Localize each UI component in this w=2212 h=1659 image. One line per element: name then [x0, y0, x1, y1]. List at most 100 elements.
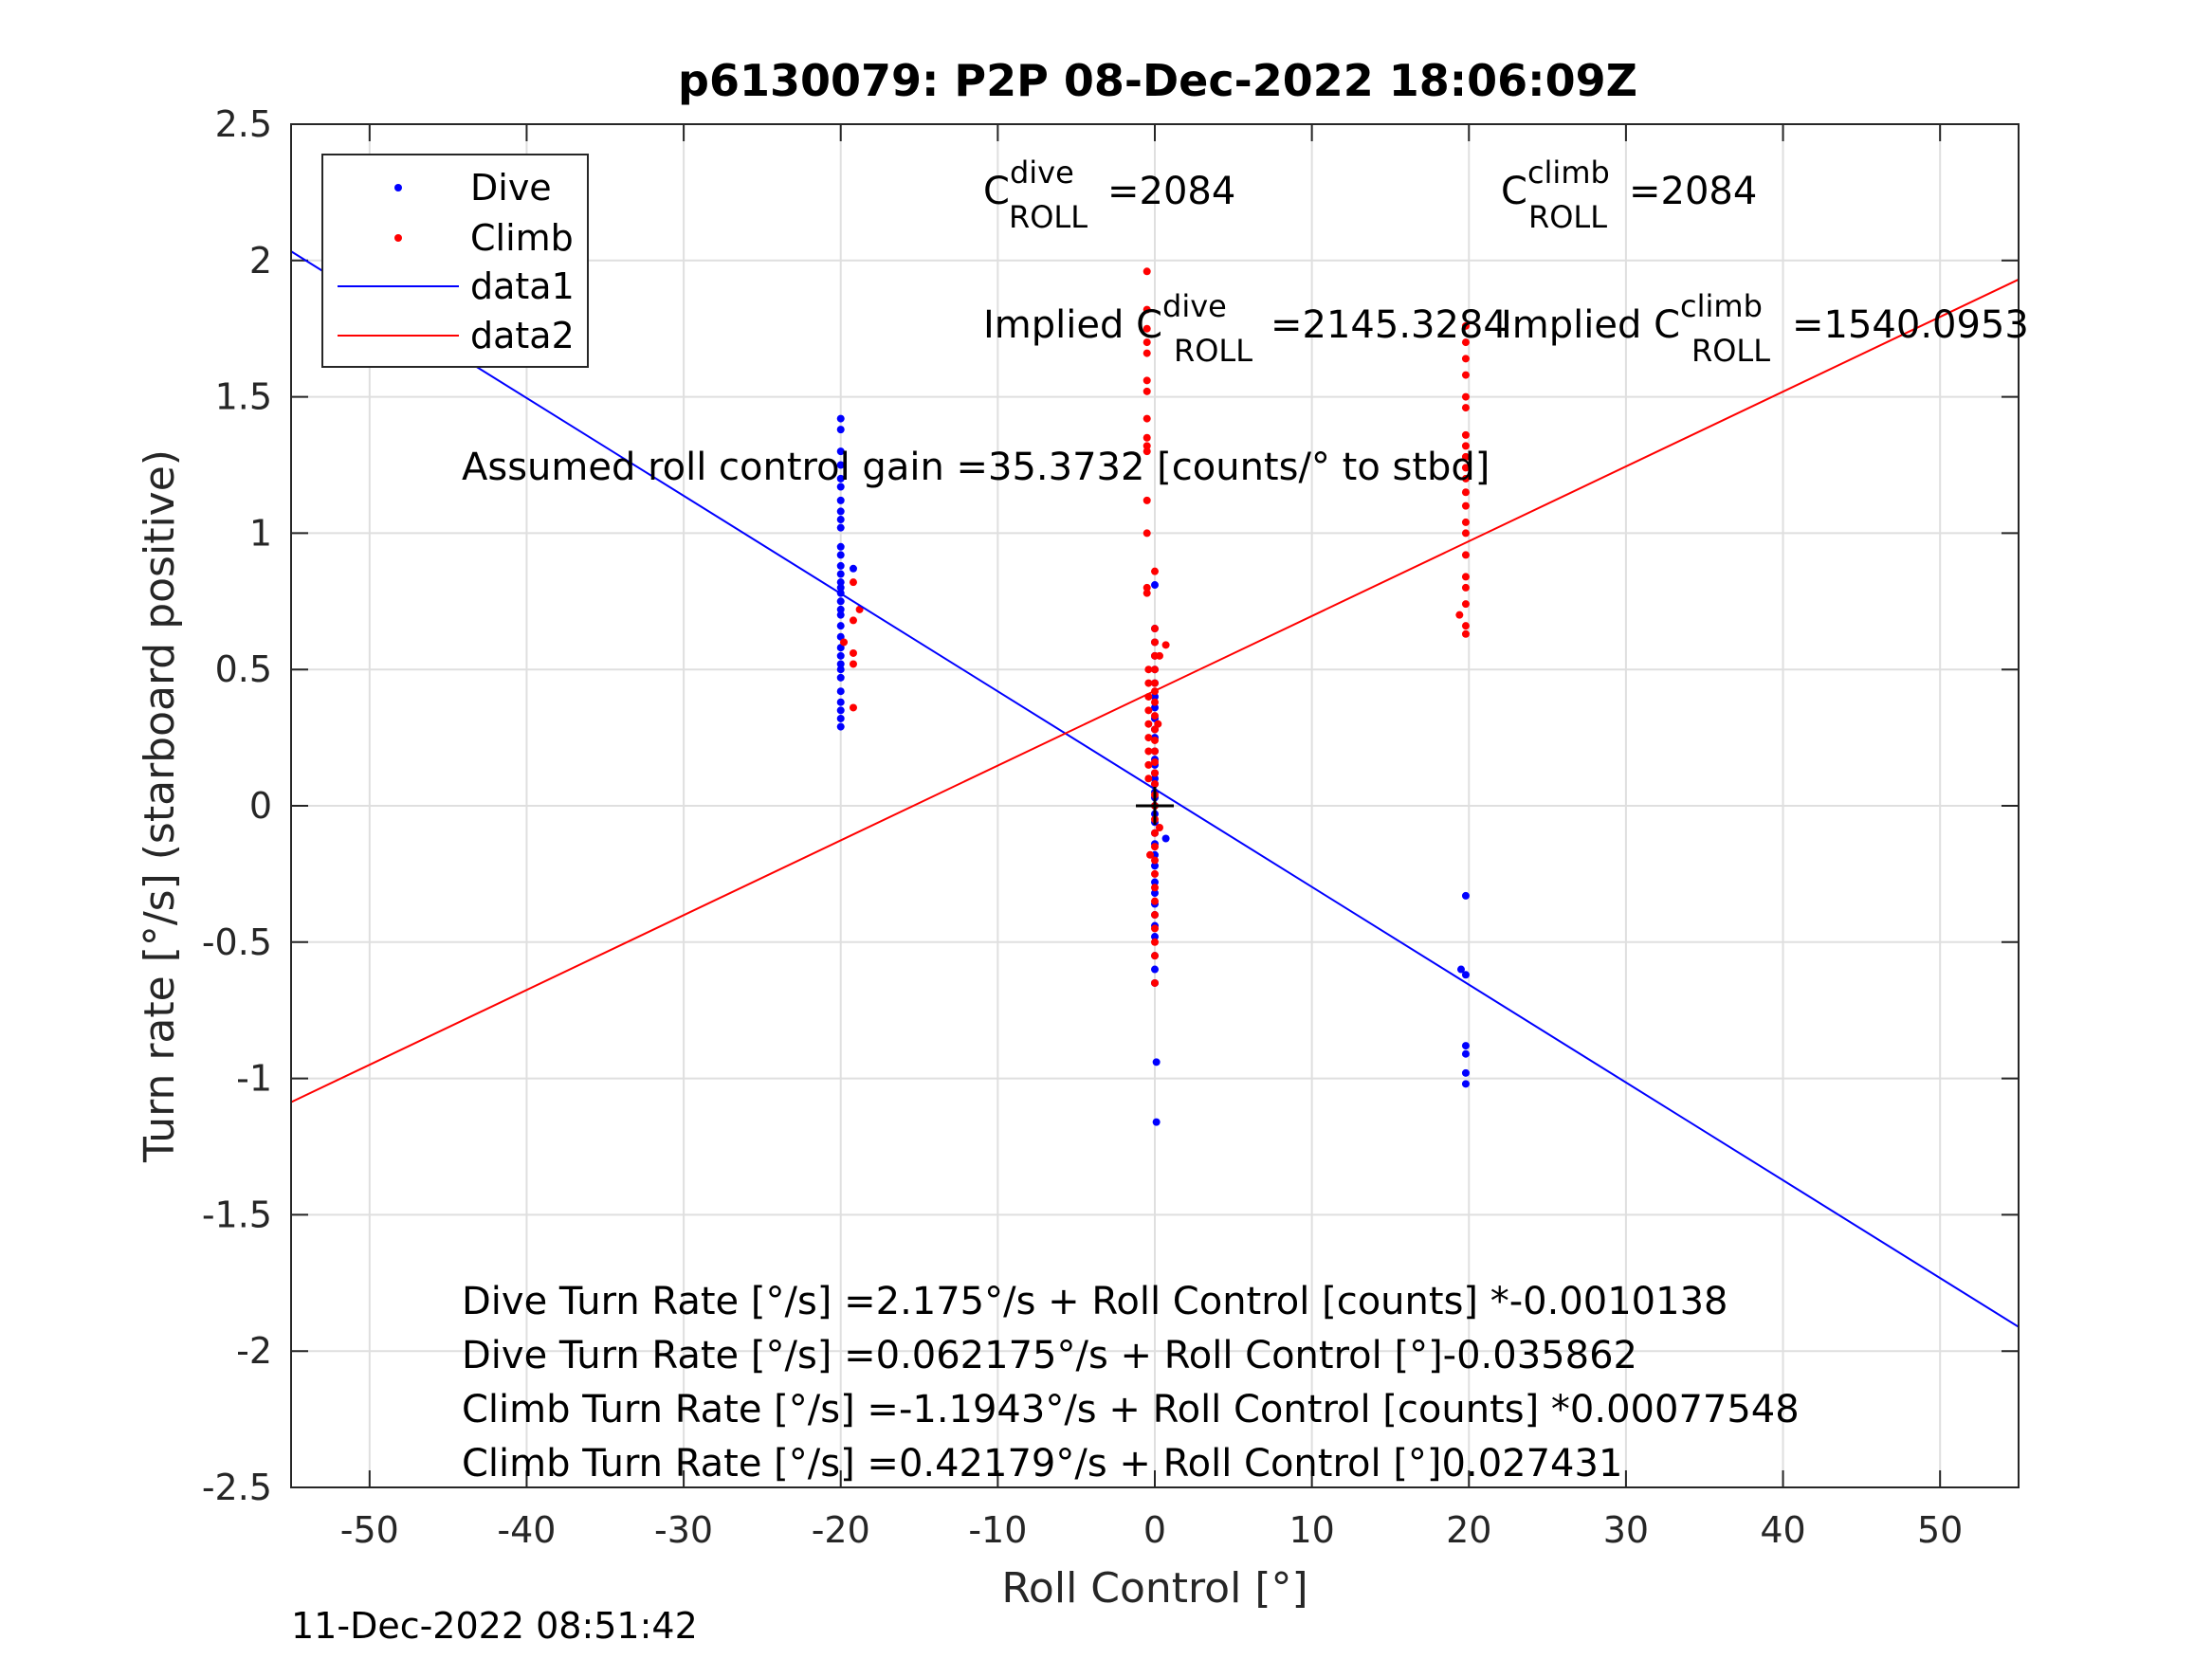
climb-point [1144, 679, 1153, 687]
x-tick-label: 0 [1143, 1509, 1166, 1551]
legend-box [321, 154, 589, 368]
y-tick-label: -2 [236, 1330, 272, 1372]
x-tick-label: 50 [1917, 1509, 1963, 1551]
legend-climb-marker [394, 234, 402, 242]
climb-point [1151, 769, 1159, 777]
climb-point [1144, 775, 1153, 783]
climb-point [1151, 843, 1159, 851]
y-tick-label: 0.5 [215, 648, 272, 690]
climb-point [1461, 474, 1470, 483]
y-tick-label: 2 [249, 240, 272, 282]
climb-point [1151, 679, 1159, 687]
climb-point [1161, 641, 1170, 649]
climb-point [1461, 392, 1470, 401]
dive-point [836, 611, 845, 619]
climb-point [1151, 747, 1159, 756]
climb-point [1461, 501, 1470, 510]
climb-point [1143, 267, 1151, 276]
x-tick-label: -10 [968, 1509, 1027, 1551]
dive-point [1151, 692, 1159, 701]
x-axis-label: Roll Control [°] [1001, 1564, 1307, 1613]
dive-point [836, 722, 845, 731]
axis-ticks: -50 -40 -30 -20 -10 0 10 20 30 40 50 2.5 2 1.5 1 0.5 0 -0… [202, 103, 2019, 1551]
climb-point [1155, 824, 1163, 832]
dive-point [1151, 889, 1159, 898]
climb-point [1151, 856, 1159, 865]
dive-point [836, 426, 845, 434]
implied-c-dive-annotation: Implied Cdive ROLL=2145.3284 [983, 288, 1508, 369]
y-tick-label: -2.5 [202, 1467, 272, 1508]
dive-point [1461, 971, 1470, 979]
dive-degrees-equation: Dive Turn Rate [°/s] =0.062175°/s + Roll… [462, 1334, 1637, 1377]
dive-point [1151, 862, 1159, 870]
climb-point [1151, 952, 1159, 960]
climb-point [1155, 651, 1163, 660]
climb-degrees-equation: Climb Turn Rate [°/s] =0.42179°/s + Roll… [462, 1442, 1622, 1486]
y-tick-label: 0 [249, 785, 272, 827]
dive-point [1151, 775, 1159, 783]
climb-point [1461, 321, 1470, 330]
climb-point [1461, 464, 1470, 472]
dive-point [836, 523, 845, 532]
dive-point [836, 578, 845, 587]
climb-point [1143, 324, 1151, 333]
climb-point [1151, 698, 1159, 706]
dive-point [1151, 878, 1159, 886]
climb-point [1461, 442, 1470, 450]
climb-point [1143, 529, 1151, 538]
climb-point [1151, 829, 1159, 837]
climb-point [1461, 355, 1470, 363]
dive-point [836, 698, 845, 706]
data2-fit-line [290, 278, 2020, 1103]
climb-points [840, 267, 1470, 987]
climb-point [1151, 625, 1159, 633]
climb-point [1461, 622, 1470, 630]
dive-counts-equation: Dive Turn Rate [°/s] =2.175°/s + Roll Co… [462, 1280, 1728, 1323]
plot-frame [290, 123, 2020, 1488]
dive-point [836, 687, 845, 696]
climb-point [1143, 387, 1151, 395]
climb-point [849, 578, 857, 587]
climb-point [1151, 924, 1159, 933]
climb-point [1144, 665, 1153, 674]
x-tick-label: 40 [1760, 1509, 1805, 1551]
climb-point [1461, 529, 1470, 538]
dive-point [836, 651, 845, 660]
climb-point [1143, 496, 1151, 504]
climb-point [1143, 433, 1151, 442]
climb-point [1143, 583, 1151, 592]
dive-point [836, 474, 845, 483]
dive-point [1151, 933, 1159, 941]
climb-point [1151, 736, 1159, 744]
dive-point [1461, 1049, 1470, 1058]
climb-point [1151, 978, 1159, 987]
climb-point [1461, 452, 1470, 461]
c-climb-annotation: Cclimb ROLL=2084 [1501, 155, 1757, 235]
dive-point [836, 706, 845, 715]
climb-point [1151, 897, 1159, 905]
dive-point [1151, 703, 1159, 712]
x-tick-label: -20 [812, 1509, 870, 1551]
dive-point [836, 597, 845, 606]
climb-point [1154, 720, 1162, 728]
dive-point [1461, 891, 1470, 900]
climb-point [1143, 589, 1151, 597]
legend-climb-label: Climb [470, 217, 574, 259]
x-tick-label: -30 [654, 1509, 713, 1551]
climb-point [1144, 747, 1153, 756]
climb-point [1461, 518, 1470, 526]
climb-point [1143, 447, 1151, 456]
dive-point [836, 622, 845, 630]
climb-point [1151, 884, 1159, 892]
climb-point [1151, 665, 1159, 674]
climb-point [840, 638, 849, 647]
climb-point [1461, 371, 1470, 379]
climb-point [1461, 583, 1470, 592]
climb-point [849, 660, 857, 668]
y-tick-label: -1 [236, 1058, 272, 1100]
x-tick-label: -50 [340, 1509, 399, 1551]
climb-point [1144, 706, 1153, 715]
dive-point [1151, 581, 1159, 590]
dive-point [1461, 1080, 1470, 1088]
